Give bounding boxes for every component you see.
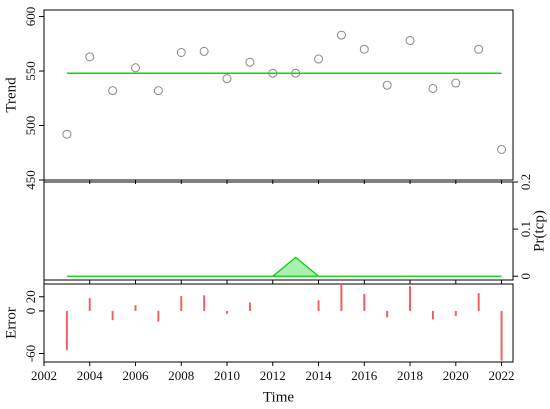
x-tick-label: 2010 (214, 368, 240, 383)
point (62, 129, 72, 139)
point (405, 36, 415, 46)
point (497, 144, 507, 154)
point (245, 57, 255, 67)
panel-frame (43, 283, 514, 363)
point (428, 83, 438, 93)
y-tick-label: 0.1 (518, 221, 533, 237)
y-tick-label: 20 (23, 290, 38, 303)
x-tick-label: 2006 (123, 368, 150, 383)
point (314, 54, 324, 64)
y-axis-label: Trend (3, 77, 19, 113)
point (199, 46, 209, 56)
x-tick-label: 2004 (77, 368, 104, 383)
point (474, 44, 484, 54)
y-tick-label: -60 (23, 345, 38, 362)
point (382, 80, 392, 90)
y-axis-label: Pr(tcp) (531, 210, 547, 252)
point (131, 63, 141, 73)
point (451, 78, 461, 88)
x-tick-label: 2016 (351, 368, 378, 383)
point (336, 30, 346, 40)
y-tick-label: 0.2 (518, 174, 533, 190)
x-axis-label: Time (263, 389, 294, 405)
panel-frame (43, 9, 514, 181)
x-tick-label: 2008 (168, 368, 194, 383)
x-tick-label: 2014 (306, 368, 333, 383)
point (222, 74, 232, 84)
y-tick-label: 550 (23, 61, 38, 81)
x-tick-label: 2020 (443, 368, 469, 383)
x-tick-label: 2002 (31, 368, 57, 383)
x-tick-label: 2018 (397, 368, 423, 383)
point (176, 48, 186, 57)
y-tick-label: 500 (23, 116, 38, 136)
y-tick-label: 0 (23, 308, 38, 315)
y-tick-label: 600 (23, 7, 38, 27)
panel-frame (43, 181, 514, 281)
probability-area (66, 256, 502, 277)
point (85, 52, 95, 62)
y-tick-label: 0 (518, 273, 533, 280)
y-tick-label: 450 (23, 170, 38, 190)
point (359, 44, 369, 54)
point (108, 86, 118, 96)
point (153, 86, 163, 96)
x-tick-label: 2012 (260, 368, 286, 383)
x-tick-label: 2022 (489, 368, 515, 383)
y-axis-label: Error (3, 307, 19, 339)
